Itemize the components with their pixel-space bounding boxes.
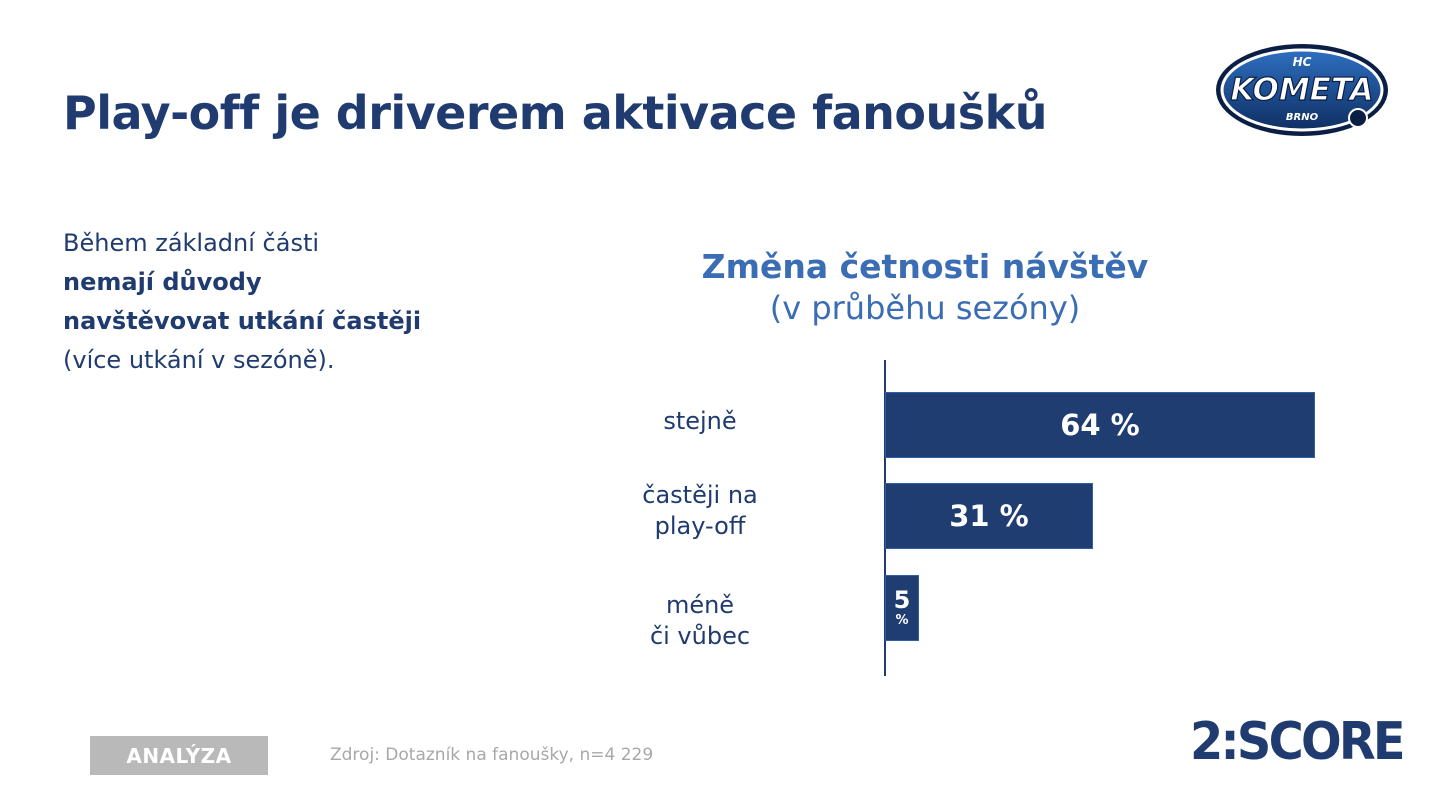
bar-value-label: 64 % <box>1060 408 1140 442</box>
bar-mene-ci-vubec: 5 % <box>885 575 919 641</box>
logo-main-text: KOMETA <box>1230 72 1373 108</box>
analysis-tag: ANALÝZA <box>90 736 268 775</box>
category-label-line: play-off <box>654 512 746 540</box>
bar-value-label: 5 % <box>894 587 911 629</box>
slide-title: Play-off je driverem aktivace fanoušků <box>63 86 1047 140</box>
category-label-casteji: častěji na play-off <box>600 480 800 542</box>
chart-title-block: Změna četnosti návštěv (v průběhu sezóny… <box>610 246 1240 328</box>
category-label-mene: méně či vůbec <box>600 590 800 652</box>
category-label-stejne: stejně <box>600 406 800 437</box>
bar-casteji-na-play-off: 31 % <box>885 483 1093 549</box>
intro-bold-line-1: nemají důvody <box>63 268 262 296</box>
logo-top-text: HC <box>1293 55 1312 69</box>
intro-line-2: (více utkání v sezóně). <box>63 346 335 374</box>
category-label-line: méně <box>665 591 735 619</box>
category-label-line: stejně <box>663 407 737 435</box>
logo-bottom-text: BRNO <box>1286 112 1319 123</box>
source-note: Zdroj: Dotazník na fanoušky, n=4 229 <box>330 745 654 765</box>
chart-title: Změna četnosti návštěv <box>701 247 1149 286</box>
category-label-line: či vůbec <box>649 622 751 650</box>
brand-logo-2score: 2:SCORE <box>1190 712 1406 772</box>
category-label-line: častěji na <box>642 481 758 509</box>
bar-value-label: 31 % <box>949 499 1029 533</box>
chart-subtitle: (v průběhu sezóny) <box>769 289 1081 327</box>
bar-value-number: 5 <box>893 586 911 614</box>
intro-bold-line-2: navštěvovat utkání častěji <box>63 307 422 335</box>
bar-value-unit: % <box>895 613 909 628</box>
hc-kometa-logo: HC KOMETA BRNO <box>1216 44 1388 136</box>
intro-text: Během základní části nemají důvody navšt… <box>63 224 493 380</box>
intro-line-1: Během základní části <box>63 229 320 257</box>
bar-stejne: 64 % <box>885 392 1315 458</box>
